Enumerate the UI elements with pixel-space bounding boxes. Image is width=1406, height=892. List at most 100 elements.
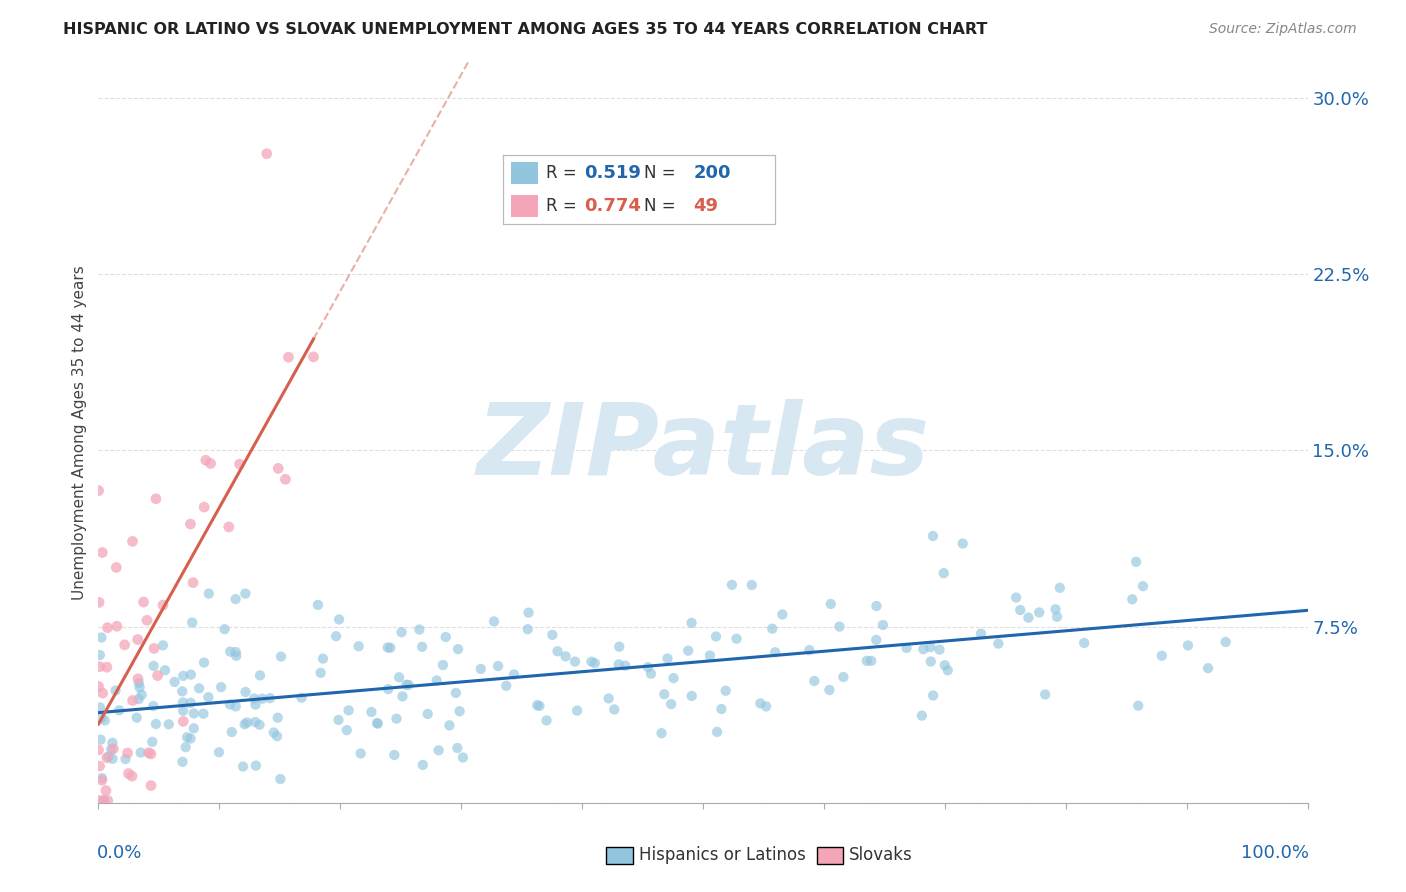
Point <box>105 560 128 574</box>
Point <box>1046 609 1069 624</box>
Point <box>172 684 194 698</box>
Point <box>225 645 247 659</box>
Point <box>219 644 242 658</box>
Point <box>741 578 763 592</box>
Point <box>516 622 538 636</box>
Point <box>865 632 887 647</box>
Point <box>245 698 267 712</box>
Point <box>172 669 194 683</box>
Point <box>912 642 935 657</box>
Point <box>651 726 673 740</box>
Point <box>180 731 202 746</box>
Point <box>434 630 457 644</box>
Point <box>1177 639 1199 653</box>
Point <box>96 660 118 674</box>
Point <box>252 691 274 706</box>
Point <box>699 648 721 663</box>
Point <box>598 691 620 706</box>
Point <box>1121 592 1143 607</box>
Point <box>581 655 603 669</box>
Point <box>91 773 114 788</box>
Point <box>141 735 163 749</box>
Point <box>208 745 231 759</box>
Point <box>470 662 492 676</box>
Point <box>89 648 111 662</box>
Point <box>267 711 290 725</box>
Point <box>681 689 703 703</box>
Point <box>128 681 150 695</box>
Point <box>176 730 198 744</box>
Point <box>125 711 148 725</box>
Point <box>872 618 894 632</box>
Point <box>449 704 471 718</box>
Point <box>427 743 450 757</box>
Point <box>1197 661 1219 675</box>
Point <box>87 595 110 609</box>
Point <box>564 655 586 669</box>
Point <box>536 714 558 728</box>
Point <box>1028 606 1050 620</box>
Point <box>87 680 110 694</box>
Point <box>87 793 110 807</box>
Y-axis label: Unemployment Among Ages 35 to 44 years: Unemployment Among Ages 35 to 44 years <box>72 265 87 600</box>
Point <box>97 793 120 807</box>
Point <box>704 630 727 644</box>
Point <box>1049 581 1071 595</box>
Point <box>987 637 1010 651</box>
Point <box>91 793 114 807</box>
Point <box>451 750 474 764</box>
Point <box>114 638 136 652</box>
Point <box>860 654 883 668</box>
Point <box>127 632 149 647</box>
Point <box>121 769 143 783</box>
Point <box>439 718 461 732</box>
Point <box>818 683 841 698</box>
Point <box>934 658 956 673</box>
Text: Slovaks: Slovaks <box>849 846 912 863</box>
Point <box>181 615 204 630</box>
Point <box>395 678 418 692</box>
Point <box>970 626 993 640</box>
Point <box>214 622 236 636</box>
Point <box>554 649 576 664</box>
Point <box>1150 648 1173 663</box>
Point <box>101 752 124 766</box>
Point <box>225 592 247 607</box>
Point <box>1128 698 1150 713</box>
Text: 200: 200 <box>693 164 731 182</box>
Point <box>517 606 540 620</box>
Point <box>763 645 786 659</box>
Point <box>200 457 222 471</box>
Point <box>391 690 413 704</box>
Text: Hispanics or Latinos: Hispanics or Latinos <box>638 846 806 863</box>
Point <box>243 691 266 706</box>
Point <box>828 619 851 633</box>
Point <box>603 702 626 716</box>
Point <box>180 696 202 710</box>
Point <box>291 690 314 705</box>
Point <box>152 598 174 612</box>
Point <box>100 742 122 756</box>
Point <box>377 682 399 697</box>
Point <box>714 683 737 698</box>
Point <box>267 461 290 475</box>
Point <box>360 705 382 719</box>
Text: 100.0%: 100.0% <box>1240 844 1309 862</box>
Text: R =: R = <box>546 164 582 182</box>
Point <box>105 619 128 633</box>
Point <box>541 628 564 642</box>
Point <box>117 746 139 760</box>
Point <box>377 640 399 655</box>
Point <box>526 698 548 713</box>
Point <box>432 658 454 673</box>
Point <box>197 690 219 705</box>
Point <box>495 679 517 693</box>
Point <box>104 683 127 698</box>
Point <box>1045 602 1067 616</box>
Point <box>90 631 112 645</box>
Point <box>920 640 942 654</box>
Point <box>121 534 143 549</box>
Point <box>803 673 825 688</box>
Point <box>172 714 194 729</box>
Point <box>245 714 267 729</box>
